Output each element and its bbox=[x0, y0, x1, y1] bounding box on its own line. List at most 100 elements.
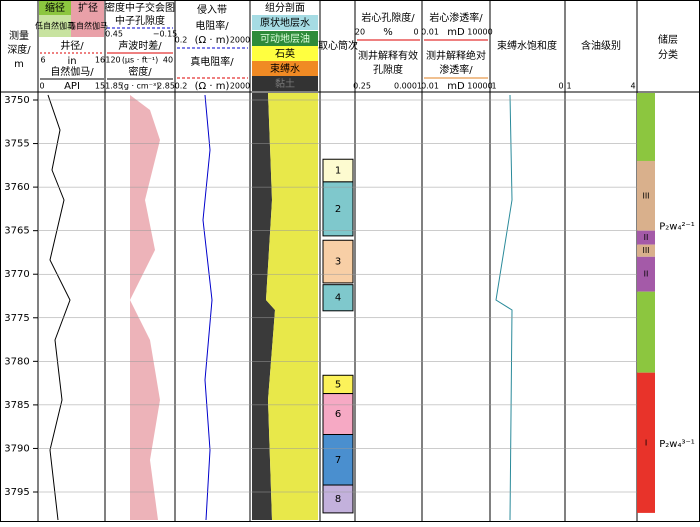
header-text: API bbox=[64, 81, 80, 92]
header-text: 6 bbox=[40, 56, 45, 65]
header-text: 渗透率/ bbox=[439, 63, 473, 76]
header-text: 0 bbox=[558, 82, 563, 91]
header-text: 0.45 bbox=[105, 30, 123, 39]
header-text: 测井解释有效 bbox=[358, 49, 418, 62]
header-text: 0.01 bbox=[421, 28, 439, 37]
reservoir-class bbox=[637, 230, 655, 245]
header-text: 0.2 bbox=[175, 82, 188, 91]
header-text: 侵入带 bbox=[197, 4, 227, 16]
header-text: 密度/ bbox=[128, 65, 152, 78]
core-label: 8 bbox=[335, 494, 341, 505]
header-text: 取心筒次 bbox=[318, 39, 358, 52]
header-text: (Ω · m) bbox=[195, 35, 230, 46]
header-text: 中子孔隙度 bbox=[115, 14, 165, 27]
header-text: 0.25 bbox=[353, 82, 371, 91]
depth-label: 3790 bbox=[4, 443, 29, 454]
header-text: 0.0001 bbox=[394, 82, 422, 91]
depth-label: 3775 bbox=[4, 313, 29, 324]
header-text: 密度中子交会图 bbox=[105, 1, 175, 14]
class-label: I bbox=[645, 438, 647, 447]
core-label: 5 bbox=[335, 379, 341, 390]
legend-text: 原状地层水 bbox=[260, 16, 310, 29]
legend-text: 石英 bbox=[275, 47, 295, 60]
header-text: 40 bbox=[163, 56, 173, 65]
header-text: (g · cm⁻³) bbox=[121, 82, 160, 91]
legend-text: 束缚水 bbox=[270, 62, 300, 75]
header-text: 2.85 bbox=[157, 82, 175, 91]
header-text: 0.2 bbox=[175, 36, 188, 45]
legend-text: 黏土 bbox=[275, 77, 295, 90]
header-text: 测量 bbox=[9, 29, 29, 42]
depth-label: 3770 bbox=[4, 269, 29, 280]
header-text: 10000 bbox=[467, 28, 492, 37]
header-text: 岩心孔隙度/ bbox=[361, 11, 415, 24]
reservoir-class bbox=[637, 372, 655, 513]
core-label: 2 bbox=[335, 204, 341, 215]
legend-text: 扩径 bbox=[78, 1, 98, 14]
core-interval bbox=[322, 484, 354, 514]
header-text: 16 bbox=[95, 56, 105, 65]
formation-label: P₂w₄³⁻¹ bbox=[659, 439, 695, 450]
reservoir-class bbox=[637, 160, 655, 231]
header-text: 20 bbox=[355, 28, 365, 37]
header-text: 15 bbox=[95, 82, 105, 91]
header-text: 含油级别 bbox=[581, 39, 621, 52]
header-text: 孔隙度 bbox=[373, 63, 403, 76]
header-text: 120 bbox=[105, 56, 120, 65]
core-label: 1 bbox=[335, 166, 341, 177]
class-label: III bbox=[642, 191, 649, 200]
header-text: 1 bbox=[491, 82, 496, 91]
header-text: 声波时差/ bbox=[118, 39, 162, 52]
core-interval bbox=[322, 181, 354, 237]
header-text: 储层 bbox=[658, 33, 678, 46]
legend-text: 高自然伽马 bbox=[68, 21, 108, 31]
column-borders bbox=[37, 0, 638, 522]
header-text: 0.01 bbox=[421, 82, 439, 91]
class-label: III bbox=[642, 246, 649, 255]
header-text: 10000 bbox=[467, 82, 492, 91]
class-label: II bbox=[644, 270, 649, 279]
core-label: 6 bbox=[335, 409, 341, 420]
header-text: 1.85 bbox=[105, 82, 123, 91]
core-label: 4 bbox=[335, 293, 341, 304]
core-interval bbox=[322, 239, 354, 284]
header-text: 组分剖面 bbox=[265, 1, 305, 14]
header-text: 分类 bbox=[658, 48, 678, 61]
header-text: 真电阻率/ bbox=[190, 55, 234, 68]
reservoir-class bbox=[637, 291, 655, 373]
header-text: in bbox=[67, 56, 76, 67]
header-text: 2000 bbox=[230, 36, 250, 45]
header-text: 0 bbox=[39, 82, 44, 91]
log-body: IIIIIIIIIIIP₂w₄²⁻¹P₂w₄³⁻¹123456783750375… bbox=[4, 93, 695, 521]
core-label: 7 bbox=[335, 455, 341, 466]
header-text: 测井解释绝对 bbox=[426, 49, 486, 62]
header-text: 自然伽马/ bbox=[50, 65, 94, 78]
formation-label: P₂w₄²⁻¹ bbox=[659, 221, 695, 232]
header-text: % bbox=[383, 27, 393, 38]
header-text: −0.15 bbox=[153, 30, 178, 39]
class-label: II bbox=[644, 233, 649, 242]
legend-text: 缩径 bbox=[45, 1, 65, 14]
header-text: 2000 bbox=[230, 82, 250, 91]
reservoir-class bbox=[637, 244, 655, 257]
header-text: mD bbox=[447, 81, 465, 92]
reservoir-class bbox=[637, 256, 655, 292]
header-text: 0 bbox=[413, 28, 418, 37]
legend-text: 可动地层油 bbox=[260, 32, 310, 45]
header-text: m bbox=[14, 59, 24, 70]
legend-text: 低自然伽马 bbox=[35, 21, 75, 31]
header-text: (Ω · m) bbox=[195, 81, 230, 92]
core-label: 3 bbox=[335, 257, 341, 268]
header-text: 电阻率/ bbox=[195, 19, 229, 32]
header-text: 深度/ bbox=[7, 43, 31, 56]
header-text: 岩心渗透率/ bbox=[429, 11, 483, 24]
depth-label: 3755 bbox=[4, 139, 29, 150]
depth-label: 3765 bbox=[4, 226, 29, 237]
header-text: 4 bbox=[630, 82, 635, 91]
depth-label: 3785 bbox=[4, 400, 29, 411]
core-interval bbox=[322, 284, 354, 312]
depth-label: 3750 bbox=[4, 95, 29, 106]
reservoir-class bbox=[637, 93, 655, 161]
core-interval bbox=[322, 393, 354, 436]
